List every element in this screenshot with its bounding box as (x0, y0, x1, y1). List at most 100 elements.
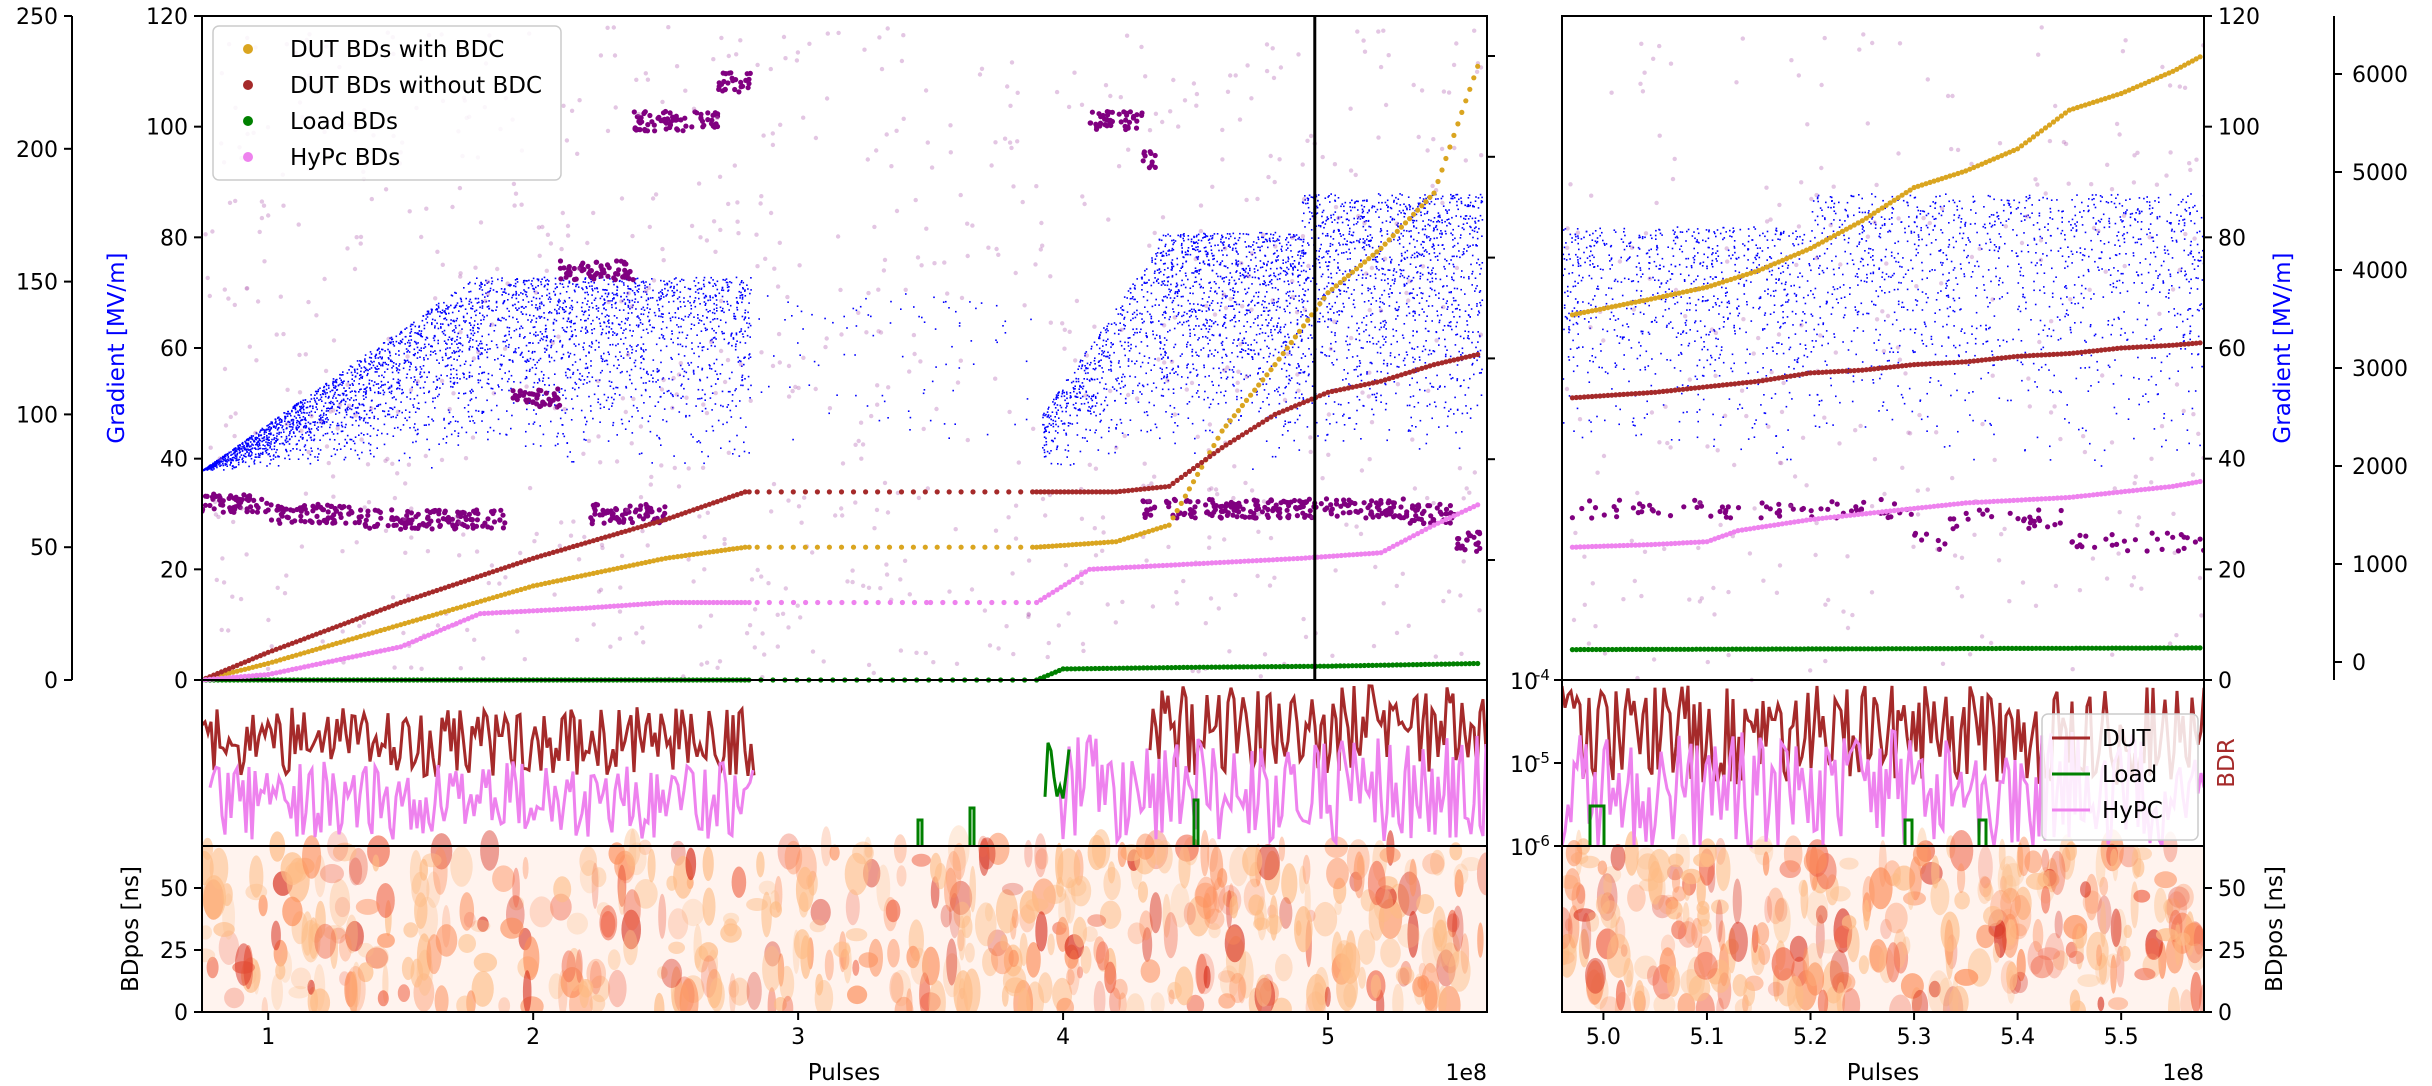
pulse-gradient-left-dot (507, 299, 509, 301)
pulse-gradient-left-dot (414, 366, 417, 368)
pulse-gradient-left-dot (724, 279, 726, 281)
pulse-gradient-left-dot (1150, 429, 1152, 432)
pulse-gradient-left-dot (608, 315, 610, 317)
pulse-gradient-left-dot (406, 359, 409, 362)
pulse-gradient-left-dot (402, 424, 405, 426)
pulse-gradient-left-dot (381, 374, 383, 377)
heatmap-left-blob (1438, 985, 1461, 1012)
pulse-gradient-left-dot (697, 314, 699, 316)
pulse-gradient-left-dot (323, 412, 325, 415)
pulse-gradient-left-dot (646, 370, 648, 373)
pulse-gradient-left-dot (604, 315, 607, 318)
pulse-gradient-left-dot (1100, 419, 1102, 422)
pulse-gradient-left-dot (1307, 199, 1309, 202)
pulse-gradient-left-dot (1394, 278, 1396, 280)
pulse-gradient-left-dot (1043, 436, 1046, 438)
pulse-gradient-left-dot (554, 283, 557, 285)
pulse-gradient-left-dot (398, 363, 401, 365)
pulse-gradient-left-dot (527, 301, 530, 303)
pulse-gradient-left-dot (208, 465, 211, 468)
pulse-gradient-left-dot (472, 390, 474, 393)
pulse-gradient-left-dot (425, 336, 428, 339)
pulse-gradient-left-dot (1094, 368, 1096, 371)
heatmap-left-blob (466, 990, 476, 1012)
pulse-gradient-left-dot (1400, 212, 1402, 214)
pulse-gradient-left-dot (1094, 405, 1097, 407)
pulse-gradient-left-dot (1132, 296, 1134, 298)
pulse-gradient-left-dot (266, 438, 269, 440)
pulse-gradient-left-dot (554, 444, 557, 447)
pulse-gradient-left-dot (234, 457, 236, 460)
pulse-gradient-left-dot (528, 402, 531, 404)
pulse-gradient-left-dot (419, 371, 422, 373)
heatmap-left-blob (202, 948, 216, 963)
pulse-gradient-left-dot (1085, 398, 1088, 400)
pulse-gradient-left-dot (230, 451, 232, 453)
heatmap-left-blob (670, 966, 683, 1012)
pulse-gradient-left-dot (1379, 301, 1382, 303)
pulse-gradient-left-dot (259, 429, 262, 432)
pulse-gradient-left-dot (426, 321, 429, 324)
pulse-gradient-left-dot (722, 307, 724, 310)
pulse-gradient-left-dot (276, 429, 279, 431)
pulse-gradient-left-dot (505, 292, 507, 294)
pulse-gradient-left-dot (1146, 345, 1149, 347)
heatmap-left-blob (774, 997, 787, 1012)
pulse-gradient-left-dot (417, 351, 419, 354)
pulse-gradient-left-dot (1347, 287, 1349, 289)
pulse-gradient-left-dot (673, 291, 676, 294)
pulse-gradient-left-dot (412, 323, 414, 326)
pulse-gradient-left-dot (1412, 276, 1415, 279)
pulse-gradient-left-dot (449, 377, 452, 379)
pulse-gradient-left-dot (1105, 340, 1108, 342)
pulse-gradient-left-dot (1422, 220, 1424, 222)
pulse-gradient-left-dot (406, 373, 409, 375)
pulse-gradient-left-dot (1203, 364, 1205, 367)
pulse-gradient-left-dot (478, 301, 480, 304)
heatmap-left-blob (1218, 970, 1236, 983)
pulse-gradient-left-dot (598, 318, 600, 320)
pulse-gradient-left-dot (671, 406, 674, 409)
pulse-gradient-left-dot (1155, 298, 1157, 301)
pulse-gradient-left-dot (490, 282, 493, 285)
pulse-gradient-left-dot (679, 291, 682, 293)
pulse-gradient-left-dot (478, 288, 481, 290)
heatmap-left-blob (876, 864, 891, 912)
pulse-gradient-left-dot (476, 349, 479, 351)
pulse-gradient-left-dot (242, 460, 245, 462)
pulse-gradient-left-dot (509, 283, 511, 286)
pulse-gradient-left-dot (1226, 254, 1228, 257)
pulse-gradient-left-dot (1302, 241, 1305, 243)
pulse-gradient-left-dot (624, 428, 627, 430)
pulse-gradient-left-dot (553, 383, 555, 386)
pulse-gradient-left-dot (208, 466, 210, 469)
pulse-gradient-left-dot (1248, 309, 1250, 312)
pulse-gradient-left-dot (576, 301, 579, 304)
pulse-gradient-left-dot (1474, 277, 1477, 279)
pulse-gradient-left-dot (365, 392, 367, 394)
pulse-gradient-left-dot (359, 374, 361, 377)
heatmap-left-blob (245, 883, 268, 901)
pulse-gradient-left-dot (461, 328, 463, 330)
pulse-gradient-left-dot (378, 348, 380, 350)
pulse-gradient-left-dot (692, 436, 694, 438)
pulse-gradient-left-dot (712, 341, 714, 344)
pulse-gradient-left-dot (633, 281, 636, 284)
pulse-gradient-left-dot (248, 449, 251, 451)
pulse-gradient-left-dot (975, 307, 977, 310)
pulse-gradient-left-dot (1145, 372, 1147, 375)
pulse-gradient-left-dot (569, 451, 571, 453)
heatmap-left-blob (1178, 844, 1191, 889)
pulse-gradient-left-dot (257, 456, 259, 458)
pulse-gradient-left-dot (1450, 193, 1452, 196)
pulse-gradient-left-dot (658, 436, 660, 439)
pulse-gradient-left-dot (1195, 235, 1198, 238)
pulse-gradient-left-dot (265, 431, 267, 434)
pulse-gradient-left-dot (276, 432, 278, 435)
pulse-gradient-left-dot (1078, 391, 1081, 393)
pulse-gradient-left-dot (1317, 298, 1320, 300)
pulse-gradient-left-dot (1066, 393, 1068, 395)
pulse-gradient-left-dot (224, 458, 227, 460)
pulse-gradient-left-dot (1265, 440, 1268, 442)
pulse-gradient-left-dot (1051, 411, 1054, 413)
